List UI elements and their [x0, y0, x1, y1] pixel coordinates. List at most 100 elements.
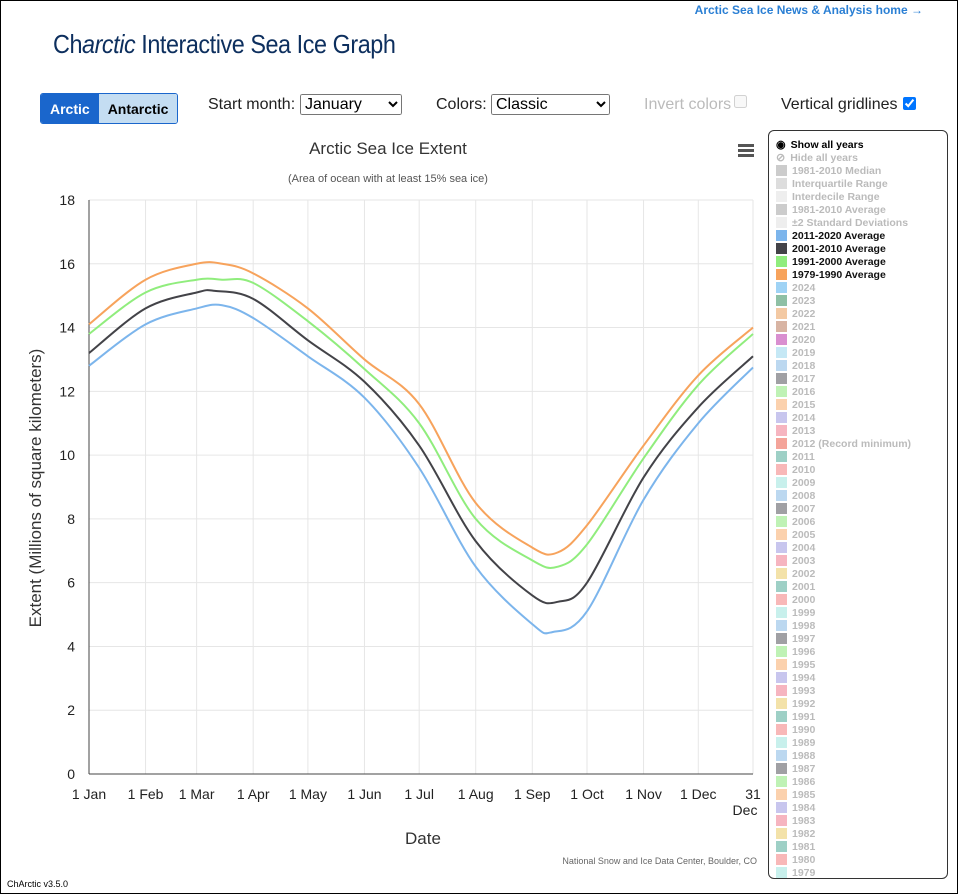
x-tick-label: 1 Dec [680, 786, 717, 802]
legend-item[interactable]: 2001-2010 Average [776, 242, 886, 255]
legend-swatch [776, 529, 787, 540]
legend-item[interactable]: 2003 [776, 554, 815, 567]
show-all-years-button[interactable]: ◉ Show all years [776, 138, 864, 152]
legend-item[interactable]: 1994 [776, 671, 815, 684]
legend-item[interactable]: 1993 [776, 684, 815, 697]
legend-label: 2004 [792, 541, 816, 554]
legend-item[interactable]: 1991 [776, 710, 815, 723]
legend-label: 2010 [792, 463, 816, 476]
legend-label: 1989 [792, 736, 816, 749]
legend-item[interactable]: 2024 [776, 281, 815, 294]
legend-swatch [776, 620, 787, 631]
colors-label: Colors: [436, 96, 487, 113]
legend-label: 2014 [792, 411, 816, 424]
legend-label: 2017 [792, 372, 816, 385]
start-month-select[interactable]: January [300, 94, 402, 115]
legend-item[interactable]: 2019 [776, 346, 815, 359]
legend-label: 1984 [792, 801, 816, 814]
legend-item[interactable]: 1998 [776, 619, 815, 632]
news-home-link[interactable]: Arctic Sea Ice News & Analysis home → [694, 3, 923, 17]
legend-item[interactable]: 1980 [776, 853, 815, 866]
x-tick-label: 1 Apr [237, 786, 270, 802]
legend-item[interactable]: 2000 [776, 593, 815, 606]
legend-item[interactable]: 2017 [776, 372, 815, 385]
legend-item[interactable]: 1986 [776, 775, 815, 788]
legend-label: 1982 [792, 827, 816, 840]
legend-swatch [776, 659, 787, 670]
y-axis-title: Extent (Millions of square kilometers) [26, 349, 45, 628]
legend-label: 2023 [792, 294, 816, 307]
legend-item[interactable]: 1985 [776, 788, 815, 801]
version: ChArctic v3.5.0 [7, 879, 69, 889]
legend-item[interactable]: 2016 [776, 385, 815, 398]
legend-label: 2005 [792, 528, 816, 541]
legend-item[interactable]: 1991-2000 Average [776, 255, 886, 268]
legend-item[interactable]: 2008 [776, 489, 815, 502]
legend-item[interactable]: 1984 [776, 801, 815, 814]
vertical-gridlines-checkbox[interactable] [903, 97, 916, 110]
credit: National Snow and Ice Data Center, Bould… [562, 856, 757, 866]
chart-title: Arctic Sea Ice Extent [309, 139, 467, 158]
legend-item[interactable]: 2023 [776, 294, 815, 307]
legend-item[interactable]: 2004 [776, 541, 815, 554]
antarctic-button[interactable]: Antarctic [98, 94, 178, 123]
y-tick-label: 8 [67, 511, 75, 527]
legend-item[interactable]: 1989 [776, 736, 815, 749]
legend-item[interactable]: ±2 Standard Deviations [776, 216, 908, 229]
legend-item[interactable]: 2015 [776, 398, 815, 411]
legend-item[interactable]: 1981-2010 Average [776, 203, 886, 216]
chart-menu-icon[interactable] [738, 144, 754, 157]
legend-item[interactable]: 2011 [776, 450, 815, 463]
colors-select[interactable]: Classic [491, 94, 610, 115]
invert-colors-checkbox[interactable] [734, 95, 747, 108]
y-tick-label: 6 [67, 575, 75, 591]
legend-swatch [776, 269, 787, 280]
legend-label: ±2 Standard Deviations [792, 216, 909, 229]
legend-item[interactable]: 1981 [776, 840, 815, 853]
legend-item[interactable]: 1982 [776, 827, 815, 840]
show-all-label: Show all years [790, 138, 864, 151]
legend-swatch [776, 477, 787, 488]
legend-panel: ◉ Show all years ⊘ Hide all years 1981-201… [768, 130, 948, 879]
legend-item[interactable]: 1987 [776, 762, 815, 775]
legend-label: 2003 [792, 554, 816, 567]
legend-item[interactable]: 2011-2020 Average [776, 229, 885, 242]
legend-item[interactable]: 2022 [776, 307, 815, 320]
legend-item[interactable]: 2021 [776, 320, 815, 333]
legend-item[interactable]: 1990 [776, 723, 815, 736]
legend-item[interactable]: 2001 [776, 580, 815, 593]
legend-item[interactable]: 1979-1990 Average [776, 268, 886, 281]
legend-item[interactable]: 1983 [776, 814, 815, 827]
legend-label: Interquartile Range [792, 177, 888, 190]
legend-item[interactable]: 1979 [776, 866, 815, 879]
legend-item[interactable]: 2002 [776, 567, 815, 580]
legend-item[interactable]: 1988 [776, 749, 815, 762]
legend-item[interactable]: 2005 [776, 528, 815, 541]
legend-swatch [776, 386, 787, 397]
legend-item[interactable]: 2014 [776, 411, 815, 424]
legend-swatch [776, 594, 787, 605]
legend-item[interactable]: 1992 [776, 697, 815, 710]
legend-item[interactable]: 1995 [776, 658, 815, 671]
legend-swatch [776, 490, 787, 501]
legend-item[interactable]: 2013 [776, 424, 815, 437]
legend-swatch [776, 217, 787, 228]
legend-item[interactable]: 1999 [776, 606, 815, 619]
legend-item[interactable]: 2006 [776, 515, 815, 528]
legend-item[interactable]: 1996 [776, 645, 815, 658]
x-tick-label: 1 Sep [514, 786, 551, 802]
legend-item[interactable]: 1981-2010 Median [776, 164, 881, 177]
legend-item[interactable]: Interquartile Range [776, 177, 888, 190]
legend-label: 1993 [792, 684, 816, 697]
legend-item[interactable]: 2018 [776, 359, 815, 372]
legend-item[interactable]: 2012 (Record minimum) [776, 437, 911, 450]
legend-item[interactable]: 2009 [776, 476, 815, 489]
legend-item[interactable]: 2007 [776, 502, 815, 515]
legend-item[interactable]: Interdecile Range [776, 190, 880, 203]
hide-all-years-button[interactable]: ⊘ Hide all years [776, 151, 858, 165]
legend-item[interactable]: 2020 [776, 333, 815, 346]
arctic-button[interactable]: Arctic [41, 94, 99, 123]
legend-item[interactable]: 1997 [776, 632, 815, 645]
legend-item[interactable]: 2010 [776, 463, 815, 476]
legend-label: 2018 [792, 359, 816, 372]
